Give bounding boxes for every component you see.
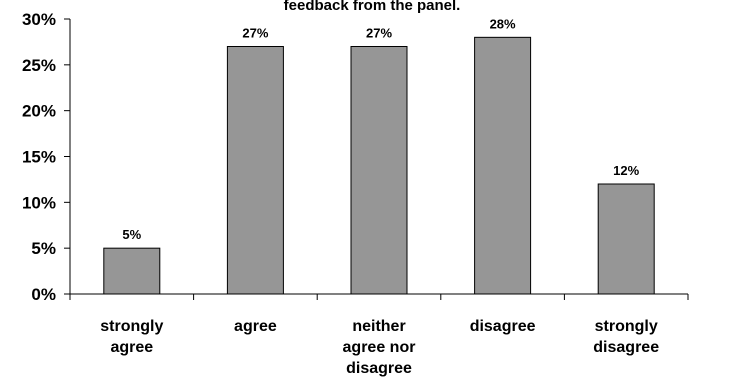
y-tick-label: 5% xyxy=(31,239,56,258)
data-label: 28% xyxy=(490,16,516,31)
chart-title: feedback from the panel. xyxy=(284,0,461,14)
bar xyxy=(350,46,408,295)
y-tick-label: 10% xyxy=(22,193,56,212)
bar xyxy=(103,247,161,295)
y-tick-label: 20% xyxy=(22,102,56,121)
x-category-label: strongly xyxy=(595,318,658,335)
x-category-label: strongly xyxy=(100,318,163,335)
data-label: 27% xyxy=(242,26,268,41)
data-label: 5% xyxy=(122,227,141,242)
data-label: 12% xyxy=(613,163,639,178)
y-tick-label: 0% xyxy=(31,285,56,304)
x-category-label: agree nor xyxy=(343,339,416,356)
y-tick-label: 25% xyxy=(22,56,56,75)
y-tick-label: 30% xyxy=(22,10,56,29)
bar xyxy=(474,36,532,295)
bar xyxy=(597,183,655,295)
bar xyxy=(226,46,284,295)
data-label: 27% xyxy=(366,26,392,41)
y-tick-label: 15% xyxy=(22,148,56,167)
x-category-label: disagree xyxy=(593,339,659,356)
x-category-label: disagree xyxy=(470,318,536,335)
x-category-label: neither xyxy=(352,318,405,335)
x-category-label: agree xyxy=(234,318,277,335)
x-category-label: disagree xyxy=(346,360,412,377)
x-category-label: agree xyxy=(110,339,153,356)
